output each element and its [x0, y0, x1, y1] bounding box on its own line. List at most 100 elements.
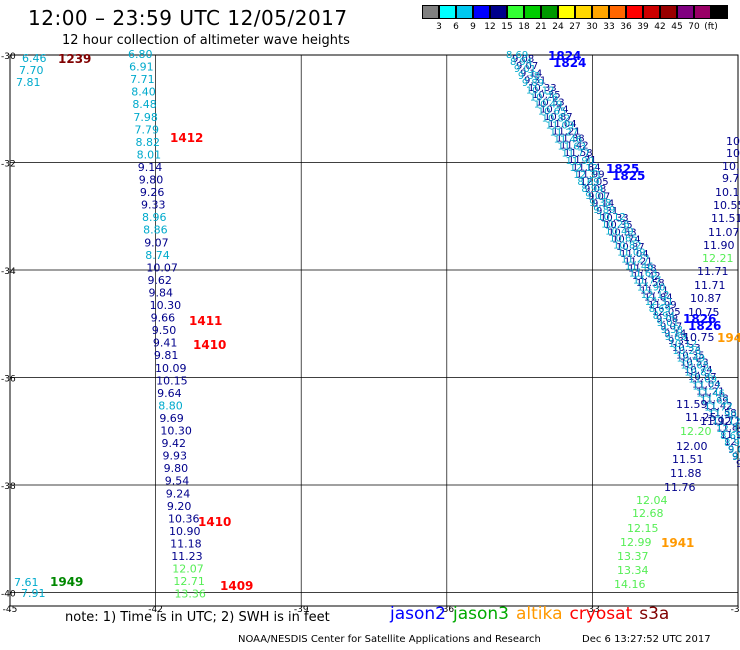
west-track-value: 9.81	[154, 349, 179, 362]
east-track-value: 11.90	[703, 239, 735, 252]
legend-jason2: jason2	[390, 604, 446, 624]
west-track-value: 13.36	[174, 588, 206, 601]
diagonal-track-value: 10.65	[538, 106, 567, 117]
west-track-value: 9.69	[159, 412, 184, 425]
west-track-value: 10.30	[150, 299, 182, 312]
diagonal-track-value: 9.14	[736, 459, 740, 470]
west-track-value: 10.15	[156, 374, 188, 387]
east-track-value: 9.7	[722, 172, 740, 185]
diagonal-track-value: 10.33	[528, 83, 557, 94]
diagonal-track-value: 8.69	[506, 50, 528, 61]
pass-time-label: 1239	[58, 52, 91, 66]
west-corner-value: 6.46	[22, 52, 47, 65]
diagonal-track-value: 11.42	[704, 401, 733, 412]
color-swatch	[541, 5, 558, 19]
diagonal-track-value: 9.01	[657, 318, 679, 329]
east-track-value: 11.88	[670, 467, 702, 480]
legend-jason3: jason3	[453, 604, 509, 624]
diagonal-track-value: 11.90	[637, 283, 666, 294]
pass-time-label: 1824	[553, 56, 586, 70]
east-track-value: 12.00	[676, 440, 708, 453]
color-swatch	[626, 5, 643, 19]
color-scale-label: 45	[671, 22, 683, 32]
x-tick-label: -30	[731, 605, 740, 615]
east-track-value: 11.71	[697, 265, 729, 278]
west-track-value: 9.41	[153, 337, 178, 350]
diagonal-track-value: 11.09	[546, 121, 575, 132]
color-swatch	[694, 5, 711, 19]
east-track-value: 12.99	[620, 536, 652, 549]
east-track-value: 11.59	[676, 398, 708, 411]
diagonal-track: 9.088.699.078.949.149.019.319.3810.339.8…	[506, 50, 740, 470]
diagonal-track-value: 11.38	[628, 264, 657, 275]
x-tick-label: -33	[585, 605, 600, 615]
west-track-value: 9.20	[167, 500, 192, 513]
diagonal-track-value: 11.58	[564, 148, 593, 159]
diagonal-track-value: 10.12	[669, 339, 698, 350]
diagonal-track-value: 11.71	[640, 285, 669, 296]
diagonal-track-value: 11.77	[562, 149, 591, 160]
color-scale-label: 36	[620, 22, 632, 32]
west-track-value: 9.50	[152, 324, 177, 337]
west-track-value: 9.84	[149, 286, 174, 299]
diagonal-track-value: 10.53	[608, 227, 637, 238]
west-track-value: 7.71	[130, 73, 155, 86]
west-track: 6.806.917.718.408.487.987.798.828.019.14…	[14, 48, 206, 601]
diagonal-track-value: 9.89	[522, 78, 544, 89]
diagonal-track-value: 10.87	[688, 372, 717, 383]
y-tick-label: -36	[1, 375, 16, 385]
diagonal-track-value: 9.01	[728, 445, 740, 456]
diagonal-track-value: 11.09	[617, 247, 646, 258]
y-tick-label: -32	[1, 160, 16, 170]
diagonal-track-value: 11.42	[560, 141, 589, 152]
x-tick-label: -42	[148, 605, 163, 615]
west-track-value: 9.80	[139, 174, 164, 187]
diagonal-track-value: 11.27	[692, 381, 721, 392]
legend-s3a: s3a	[639, 604, 670, 624]
diagonal-track-value: 10.74	[684, 365, 713, 376]
gridlines	[10, 55, 738, 606]
diagonal-track-value: 10.12	[526, 85, 555, 96]
diagonal-track-value: 12.05	[724, 437, 740, 448]
west-track-value: 9.42	[161, 437, 186, 450]
diagonal-track-value: 10.53	[680, 358, 709, 369]
diagonal-track-value: 11.27	[550, 128, 579, 139]
bottom-left-value: 7.61	[14, 576, 39, 589]
diagonal-track-value: 9.01	[585, 191, 607, 202]
diagonal-track-value: 11.84	[716, 423, 740, 434]
west-track-value: 8.86	[143, 224, 168, 237]
x-tick-label: -36	[439, 605, 454, 615]
east-track-value: 12.68	[632, 507, 664, 520]
diagonal-track-value: 9.31	[668, 336, 690, 347]
west-track-value: 10.07	[146, 261, 178, 274]
diagonal-track-value: 10.49	[534, 99, 563, 110]
diagonal-track-value: 11.38	[700, 394, 729, 405]
east-track-value: 13.34	[617, 564, 649, 577]
diagonal-track-value: 11.63	[629, 269, 658, 280]
pass-time-label: 1949	[50, 575, 83, 589]
diagonal-track-value: 11.77	[704, 403, 733, 414]
color-swatch	[677, 5, 694, 19]
east-track-value: 11.51	[672, 453, 704, 466]
west-track-value: 10.90	[169, 525, 201, 538]
legend-altika: altika	[516, 604, 563, 624]
diagonal-track-value: 10.53	[536, 97, 565, 108]
color-swatch	[592, 5, 609, 19]
diagonal-track-value: 10.33	[672, 343, 701, 354]
west-track-value: 9.14	[138, 161, 163, 174]
color-swatch	[439, 5, 456, 19]
west-track-value: 8.96	[142, 211, 167, 224]
diagonal-track-value: 12.31	[573, 170, 602, 181]
diagonal-track-value: 10.35	[676, 350, 705, 361]
east-track-value: 12.20	[680, 425, 712, 438]
east-track-value: 11.25	[685, 411, 717, 424]
diagonal-track-value: 10.26	[673, 346, 702, 357]
pass-time-label: 1826	[683, 312, 716, 326]
diagonal-track-value: 10.87	[616, 242, 645, 253]
west-track-value: 8.82	[136, 136, 161, 149]
east-track: 10.10.10.69.710.1410.5511.5111.0711.9012…	[614, 135, 740, 591]
color-swatch	[660, 5, 677, 19]
note-text: note: 1) Time is in UTC; 2) SWH is in fe…	[65, 610, 330, 625]
pass-time-label: 1825	[612, 169, 645, 183]
diagonal-track-value: 10.49	[605, 226, 634, 237]
